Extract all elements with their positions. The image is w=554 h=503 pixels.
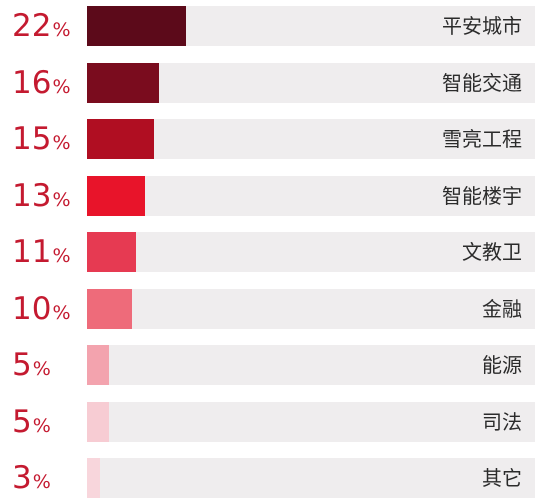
percent-value: 5 [12,347,32,383]
category-label: 文教卫 [462,240,522,264]
percent-value: 13 [12,177,52,214]
percent-label: 13% [12,176,71,216]
percent-label: 11% [12,232,71,272]
bar-fill [87,288,132,329]
bar-fill [87,6,186,46]
percent-sign: % [52,75,71,98]
percent-sign: % [32,471,51,493]
percent-sign: % [32,414,51,437]
bar-fill [87,232,137,272]
percent-value: 10 [12,290,52,327]
bar-track [87,288,535,329]
bar-row: 22% 平安城市 [0,6,554,46]
bar-row: 3% 其它 [0,458,554,498]
bar-row: 15% 雪亮工程 [0,119,554,159]
percent-value: 5 [12,403,32,440]
bar-track [87,232,535,272]
percent-sign: % [52,188,71,211]
category-label: 能源 [482,353,522,377]
bar-track [87,401,535,442]
category-label: 其它 [482,466,522,490]
percent-value: 3 [12,460,32,496]
category-label: 平安城市 [442,14,522,38]
bar-fill [87,345,110,385]
bar-row: 10% 金融 [0,288,554,329]
percent-label: 22% [12,6,71,46]
percent-value: 22 [12,8,52,44]
percent-value: 11 [12,234,52,270]
category-label: 金融 [482,296,522,321]
bar-row: 5% 能源 [0,345,554,385]
bar-track [87,6,535,46]
bar-track [87,458,535,498]
bar-track [87,175,535,216]
bar-row: 16% 智能交通 [0,62,554,103]
percent-value: 15 [12,121,52,157]
bar-row: 5% 司法 [0,401,554,442]
category-label: 司法 [482,409,522,434]
bar-fill [87,458,101,498]
category-label: 智能交通 [442,70,522,95]
bar-row: 11% 文教卫 [0,232,554,272]
category-label: 雪亮工程 [442,127,522,151]
bar-fill [87,119,155,159]
bar-row: 13% 智能楼宇 [0,175,554,216]
percent-value: 16 [12,64,52,101]
bar-track [87,119,535,159]
percent-sign: % [32,358,51,380]
bar-track [87,345,535,385]
percent-label: 15% [12,119,71,159]
percent-label: 16% [12,63,71,103]
bar-fill [87,175,146,216]
percent-label: 3% [12,458,51,498]
percent-sign: % [52,132,71,154]
percent-sign: % [52,245,71,267]
bar-fill [87,401,110,442]
percent-sign: % [52,19,71,41]
bar-fill [87,62,159,103]
bar-track [87,62,535,103]
percent-sign: % [52,301,71,324]
percent-label: 10% [12,289,71,329]
percent-label: 5% [12,345,51,385]
percent-label: 5% [12,402,51,442]
category-label: 智能楼宇 [442,183,522,208]
